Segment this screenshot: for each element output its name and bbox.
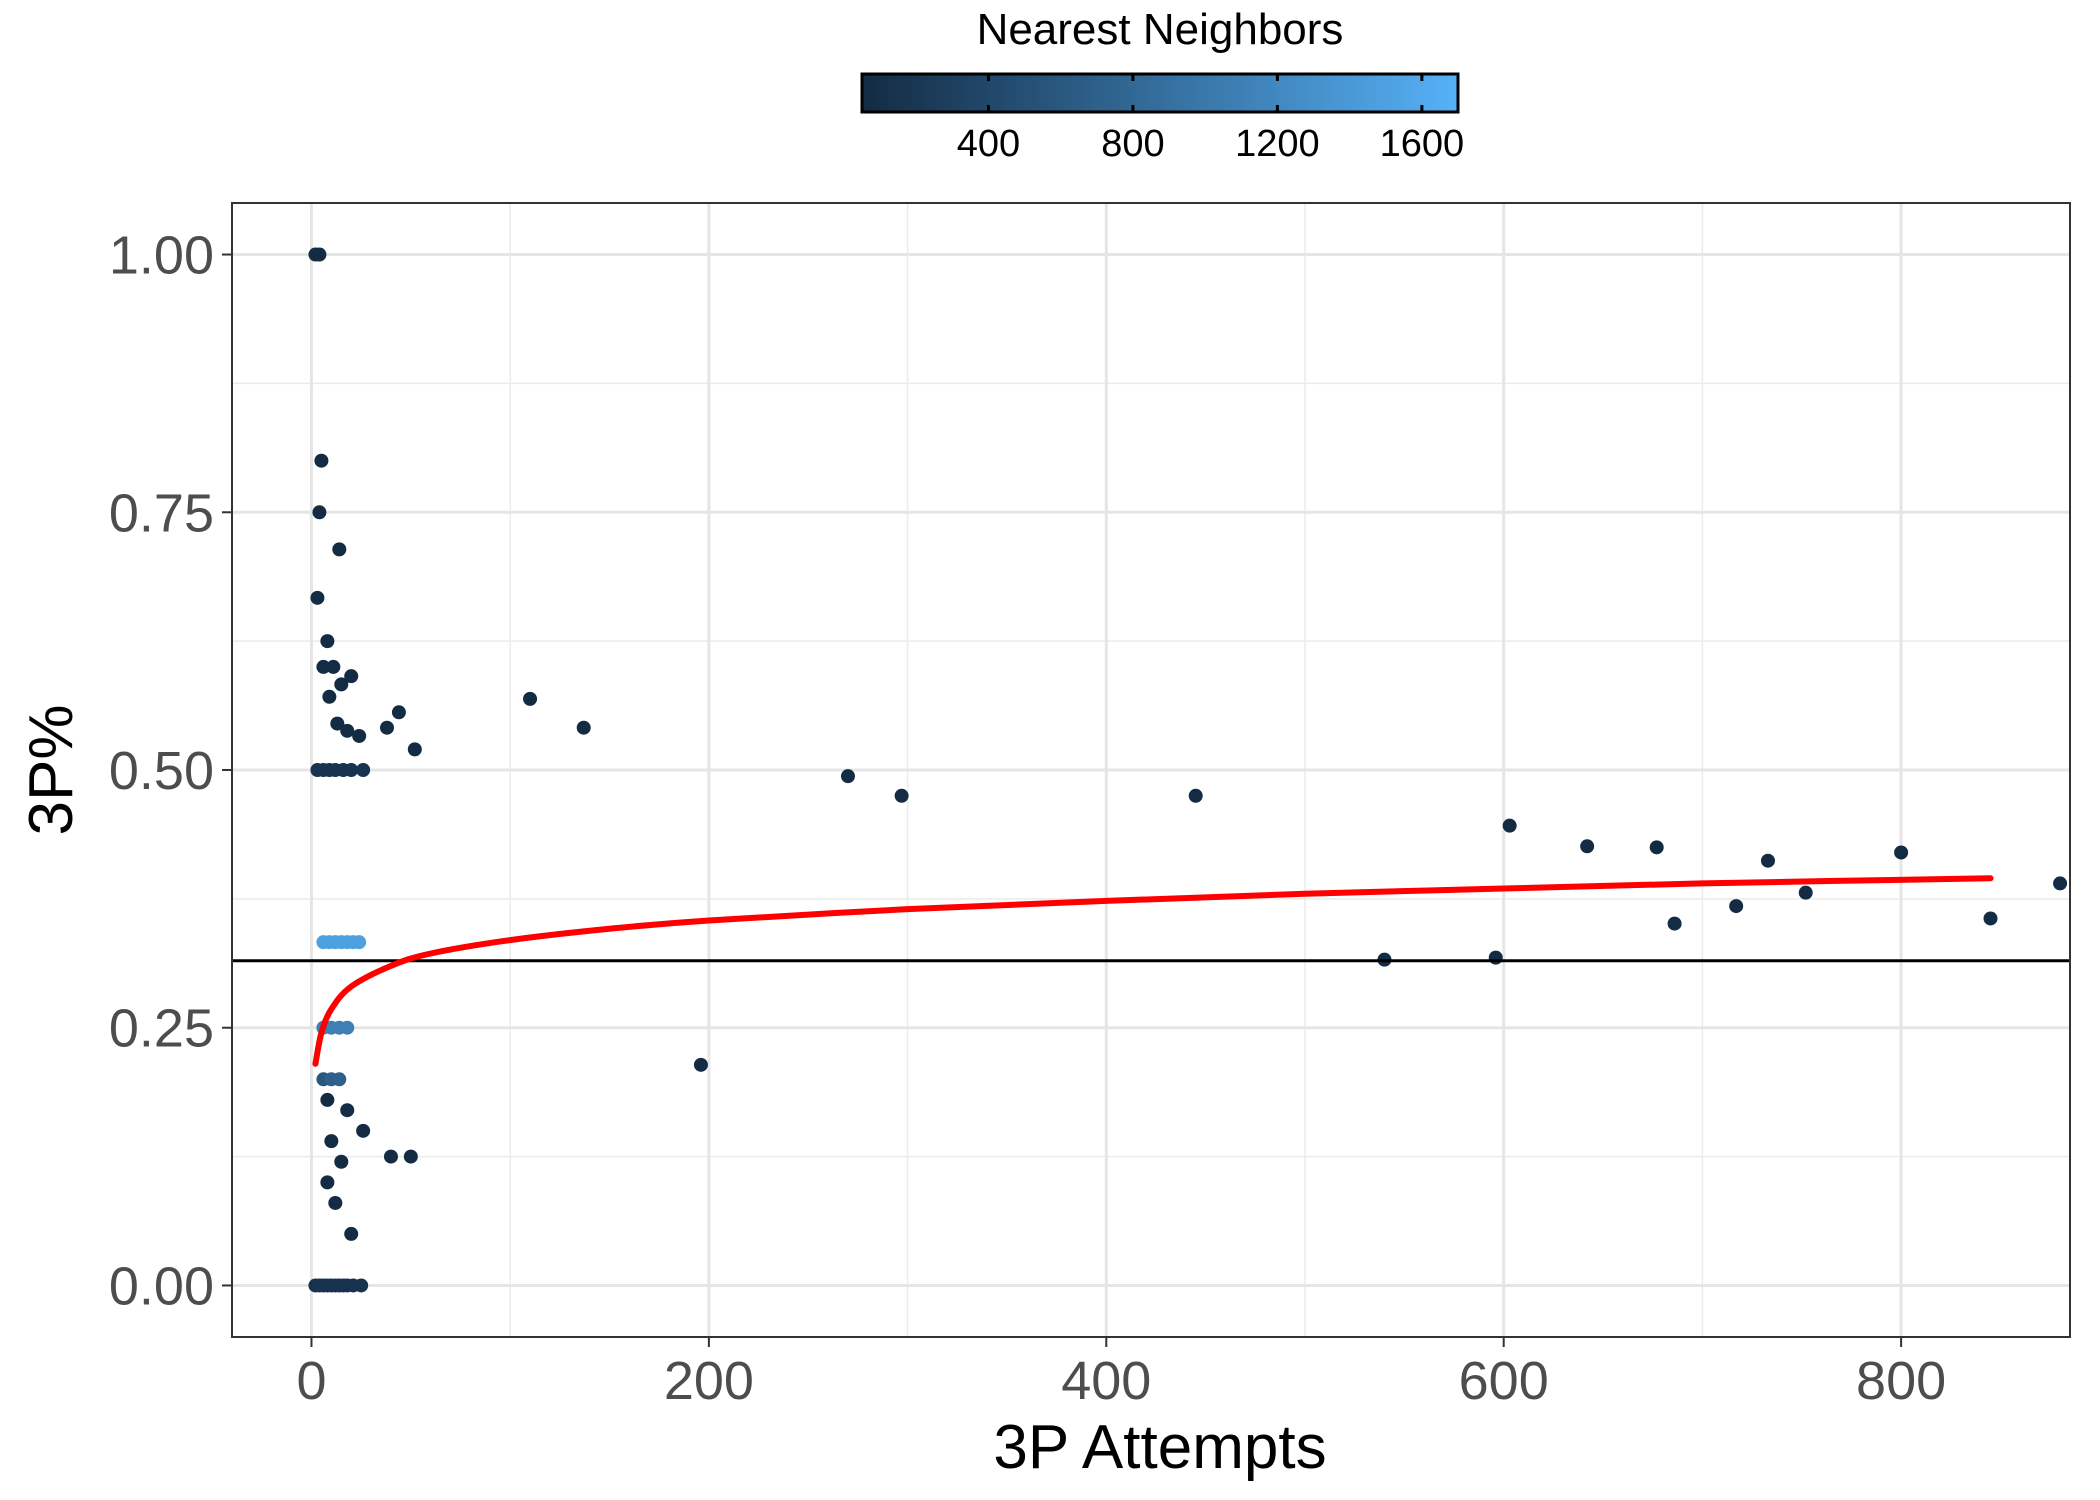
data-point — [1983, 911, 1998, 926]
data-points — [308, 247, 2068, 1293]
fit-curve — [312, 875, 1994, 1067]
data-point — [316, 659, 331, 674]
data-point — [344, 763, 359, 777]
data-point — [320, 1175, 335, 1190]
data-point — [1502, 818, 1517, 833]
major-gridlines — [232, 203, 2070, 1337]
data-point — [1798, 885, 1813, 900]
data-point — [894, 788, 909, 803]
data-point — [332, 1072, 347, 1087]
colorbar-ticks: 400 800 1200 1600 — [957, 74, 1464, 165]
data-point — [334, 1154, 349, 1169]
data-point — [324, 1134, 339, 1149]
legend-title: Nearest Neighbors — [977, 5, 1344, 54]
data-point — [328, 1195, 343, 1210]
y-tick-label: 0.25 — [109, 999, 214, 1059]
data-point — [354, 1278, 369, 1293]
data-point — [1649, 840, 1664, 855]
data-point — [1667, 916, 1682, 931]
data-point — [340, 723, 355, 738]
data-point — [407, 742, 422, 757]
data-point — [379, 720, 394, 735]
legend: Nearest Neighbors 400 800 1200 1600 — [860, 5, 1464, 165]
data-point — [1760, 853, 1775, 868]
data-point — [1580, 839, 1595, 854]
colorbar-tick-label: 800 — [1101, 123, 1164, 165]
data-point — [1894, 845, 1909, 860]
y-tick-label: 0.00 — [109, 1256, 214, 1316]
colorbar — [860, 72, 1460, 114]
data-point — [332, 542, 347, 557]
data-point — [322, 689, 337, 704]
data-point — [391, 705, 406, 720]
y-tick-label: 1.00 — [109, 226, 214, 286]
x-tick-label: 200 — [664, 1351, 754, 1411]
data-point — [1488, 950, 1503, 965]
data-point — [312, 505, 327, 520]
data-point — [340, 1103, 355, 1118]
data-point — [314, 453, 329, 468]
y-tick-label: 0.75 — [109, 483, 214, 543]
data-point — [352, 728, 367, 743]
data-point — [344, 1226, 359, 1241]
data-point — [1188, 788, 1203, 803]
data-point — [340, 1020, 355, 1035]
colorbar-tick-label: 1600 — [1380, 123, 1465, 165]
data-point — [840, 769, 855, 784]
data-point — [356, 1123, 371, 1138]
data-point — [344, 669, 359, 684]
y-axis: 0.00 0.25 0.50 0.75 1.00 — [109, 226, 232, 1316]
x-axis-title: 3P Attempts — [993, 1413, 1326, 1482]
data-point — [356, 763, 371, 777]
data-point — [2053, 876, 2068, 891]
x-tick-label: 0 — [296, 1351, 326, 1411]
y-axis-title: 3P% — [17, 705, 86, 836]
data-point — [312, 247, 327, 262]
data-point — [330, 716, 345, 731]
x-tick-label: 400 — [1061, 1351, 1151, 1411]
data-point — [1729, 899, 1744, 914]
data-point — [693, 1057, 708, 1072]
colorbar-tick-label: 1200 — [1235, 123, 1320, 165]
x-axis: 0 200 400 600 800 — [296, 1337, 1946, 1411]
data-point — [383, 1149, 398, 1164]
data-point — [334, 677, 349, 692]
data-point — [576, 720, 591, 735]
data-point — [320, 1092, 335, 1107]
y-tick-label: 0.50 — [109, 741, 214, 801]
plot-panel — [231, 202, 2071, 1338]
x-tick-label: 800 — [1856, 1351, 1946, 1411]
data-point — [310, 590, 325, 605]
data-point — [326, 659, 341, 674]
x-tick-label: 600 — [1459, 1351, 1549, 1411]
colorbar-tick-label: 400 — [957, 123, 1020, 165]
data-point — [320, 634, 335, 649]
data-point — [352, 935, 367, 950]
data-point — [523, 691, 538, 706]
data-point — [403, 1149, 418, 1164]
